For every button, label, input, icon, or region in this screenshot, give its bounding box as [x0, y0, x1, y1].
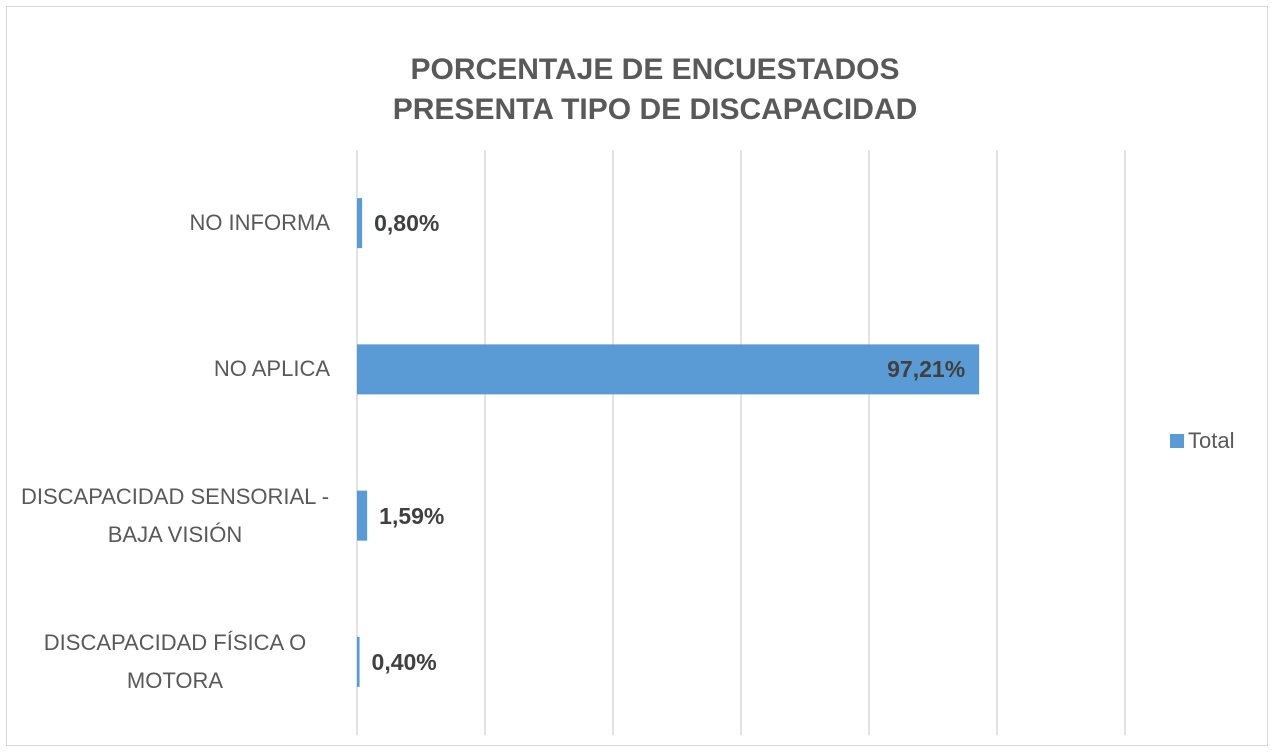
category-label-box: NO APLICA [20, 319, 330, 419]
data-label: 1,59% [379, 502, 445, 529]
data-label: 97,21% [887, 356, 966, 383]
chart-title: PORCENTAJE DE ENCUESTADOS PRESENTA TIPO … [392, 53, 918, 126]
category-label-box: NO INFORMA [20, 173, 330, 273]
chart-frame [6, 6, 1268, 746]
bar [357, 198, 363, 249]
bar [357, 636, 360, 687]
legend-swatch [1170, 434, 1184, 448]
data-label: 0,80% [374, 210, 440, 237]
category-label-box: DISCAPACIDAD FÍSICA O MOTORA [20, 612, 330, 712]
y-tick-label: DISCAPACIDAD SENSORIAL - BAJA VISIÓN [20, 483, 330, 547]
legend: Total [1170, 428, 1234, 454]
category-label-box: DISCAPACIDAD SENSORIAL - BAJA VISIÓN [20, 466, 330, 566]
y-tick-label: NO INFORMA [189, 210, 330, 236]
bar [357, 490, 368, 541]
y-tick-label: DISCAPACIDAD FÍSICA O MOTORA [43, 629, 307, 693]
y-tick-label: NO APLICA [213, 356, 330, 382]
bar [357, 344, 980, 395]
data-label: 0,40% [371, 648, 437, 675]
legend-label: Total [1188, 428, 1235, 453]
